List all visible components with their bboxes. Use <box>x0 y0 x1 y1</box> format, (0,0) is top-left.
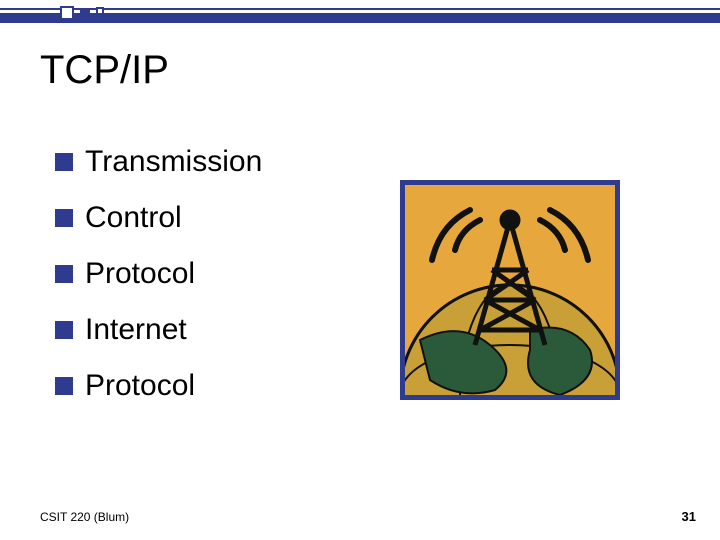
tower-globe-clipart <box>400 180 620 400</box>
bullet-label: Protocol <box>85 369 195 403</box>
bullet-list: Transmission Control Protocol Internet P… <box>55 145 262 425</box>
bullet-icon <box>55 321 73 339</box>
bullet-label: Transmission <box>85 145 262 179</box>
bullet-icon <box>55 209 73 227</box>
bullet-label: Internet <box>85 313 187 347</box>
list-item: Protocol <box>55 369 262 403</box>
page-number: 31 <box>682 509 696 524</box>
decorative-top-bar <box>0 8 720 26</box>
bullet-icon <box>55 265 73 283</box>
bullet-label: Control <box>85 201 182 235</box>
list-item: Transmission <box>55 145 262 179</box>
bullet-label: Protocol <box>85 257 195 291</box>
list-item: Internet <box>55 313 262 347</box>
bullet-icon <box>55 377 73 395</box>
slide-title: TCP/IP <box>40 48 169 93</box>
bullet-icon <box>55 153 73 171</box>
footer-course-label: CSIT 220 (Blum) <box>40 510 129 524</box>
list-item: Protocol <box>55 257 262 291</box>
list-item: Control <box>55 201 262 235</box>
